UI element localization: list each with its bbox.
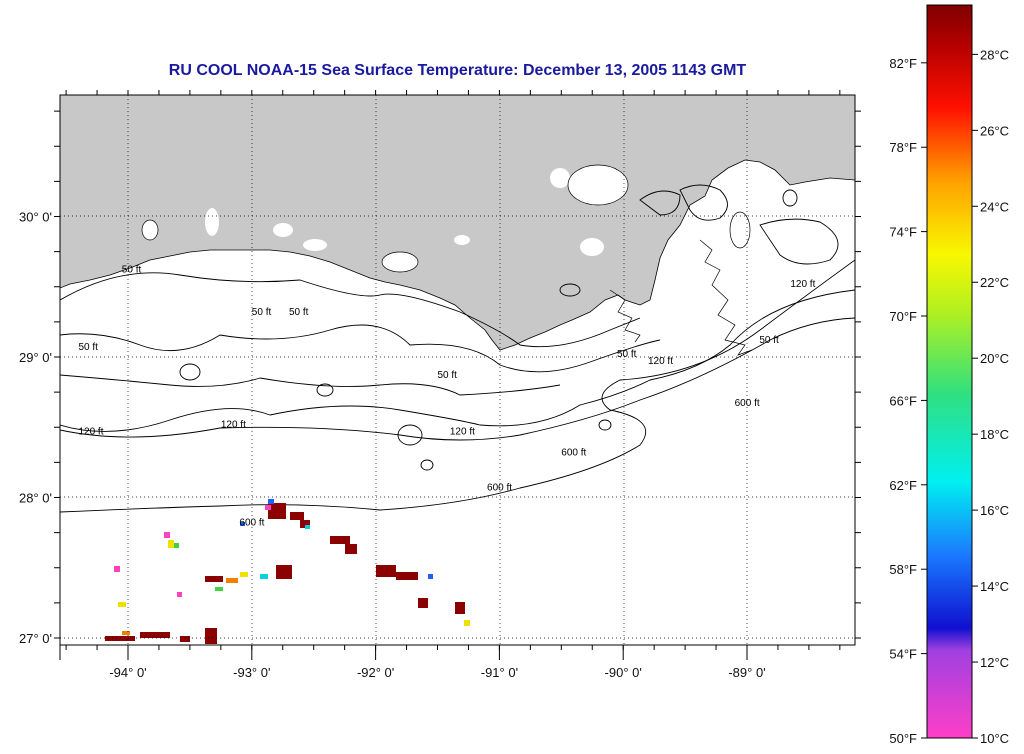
colorbar-f-label: 62°F — [889, 478, 917, 493]
contour-label: 600 ft — [561, 447, 586, 458]
x-tick-label: -89° 0' — [728, 665, 765, 680]
lake — [303, 239, 327, 251]
contour-label: 120 ft — [648, 356, 673, 367]
y-tick-label: 29° 0' — [19, 350, 52, 365]
lake — [454, 235, 470, 245]
colorbar-f-label: 82°F — [889, 56, 917, 71]
lake — [580, 238, 604, 256]
colorbar-f-label: 74°F — [889, 225, 917, 240]
colorbar-c-label: 20°C — [980, 351, 1009, 366]
contour-label: 50 ft — [78, 342, 98, 353]
lake — [381, 251, 419, 273]
colorbar-c-label: 14°C — [980, 579, 1009, 594]
contour-label: 120 ft — [450, 426, 475, 437]
contour-label: 120 ft — [790, 279, 815, 290]
land-mass — [60, 95, 855, 351]
colorbar-gradient — [926, 4, 973, 739]
sst-pixels — [105, 499, 470, 644]
axis-ticks — [54, 90, 861, 660]
colorbar-f-label: 78°F — [889, 140, 917, 155]
colorbar-f-label: 66°F — [889, 393, 917, 408]
y-tick-label: 28° 0' — [19, 491, 52, 506]
colorbar-c-label: 22°C — [980, 275, 1009, 290]
y-tick-label: 30° 0' — [19, 210, 52, 225]
contour-label: 120 ft — [221, 419, 246, 430]
lake — [550, 168, 570, 188]
contour-label: 50 ft — [617, 349, 637, 360]
lake — [729, 211, 751, 249]
colorbar-c-label: 10°C — [980, 731, 1009, 746]
contour-label: 50 ft — [438, 370, 458, 381]
contour-label: 600 ft — [735, 398, 760, 409]
contour-label: 50 ft — [759, 335, 779, 346]
contour-label: 120 ft — [78, 426, 103, 437]
contour-label: 600 ft — [487, 482, 512, 493]
map-title: RU COOL NOAA-15 Sea Surface Temperature:… — [168, 62, 747, 79]
lake — [273, 223, 293, 237]
map-frame — [59, 94, 856, 646]
y-tick-label: 27° 0' — [19, 631, 52, 646]
colorbar-c-label: 12°C — [980, 655, 1009, 670]
colorbar-f-label: 70°F — [889, 309, 917, 324]
colorbar-f-label: 54°F — [889, 647, 917, 662]
lake — [205, 208, 219, 236]
x-tick-label: -90° 0' — [605, 665, 642, 680]
gridlines — [60, 95, 855, 645]
contour-label: 50 ft — [252, 307, 272, 318]
colorbar-c-label: 16°C — [980, 503, 1009, 518]
sst-map: -94° 0' -93° 0' -92° 0' -91° 0' -90° 0' -89° … — [19, 90, 861, 680]
colorbar-c-label: 26°C — [980, 123, 1009, 138]
x-tick-label: -91° 0' — [481, 665, 518, 680]
x-tick-label: -94° 0' — [109, 665, 146, 680]
colorbar-c-label: 28°C — [980, 47, 1009, 62]
contour-label: 50 ft — [289, 307, 309, 318]
x-tick-label: -92° 0' — [357, 665, 394, 680]
delta-fringe — [699, 239, 753, 356]
colorbar-c-label: 24°C — [980, 199, 1009, 214]
lake — [141, 219, 159, 241]
x-tick-label: -93° 0' — [233, 665, 270, 680]
colorbar-c-label: 18°C — [980, 427, 1009, 442]
colorbar-f-label: 58°F — [889, 562, 917, 577]
delta-fringe-2 — [609, 289, 641, 343]
depth-contours — [60, 184, 855, 513]
lake — [567, 164, 629, 206]
colorbar-f-label: 50°F — [889, 731, 917, 746]
contour-label: 50 ft — [122, 265, 142, 276]
contour-label: 600 ft — [239, 518, 264, 529]
